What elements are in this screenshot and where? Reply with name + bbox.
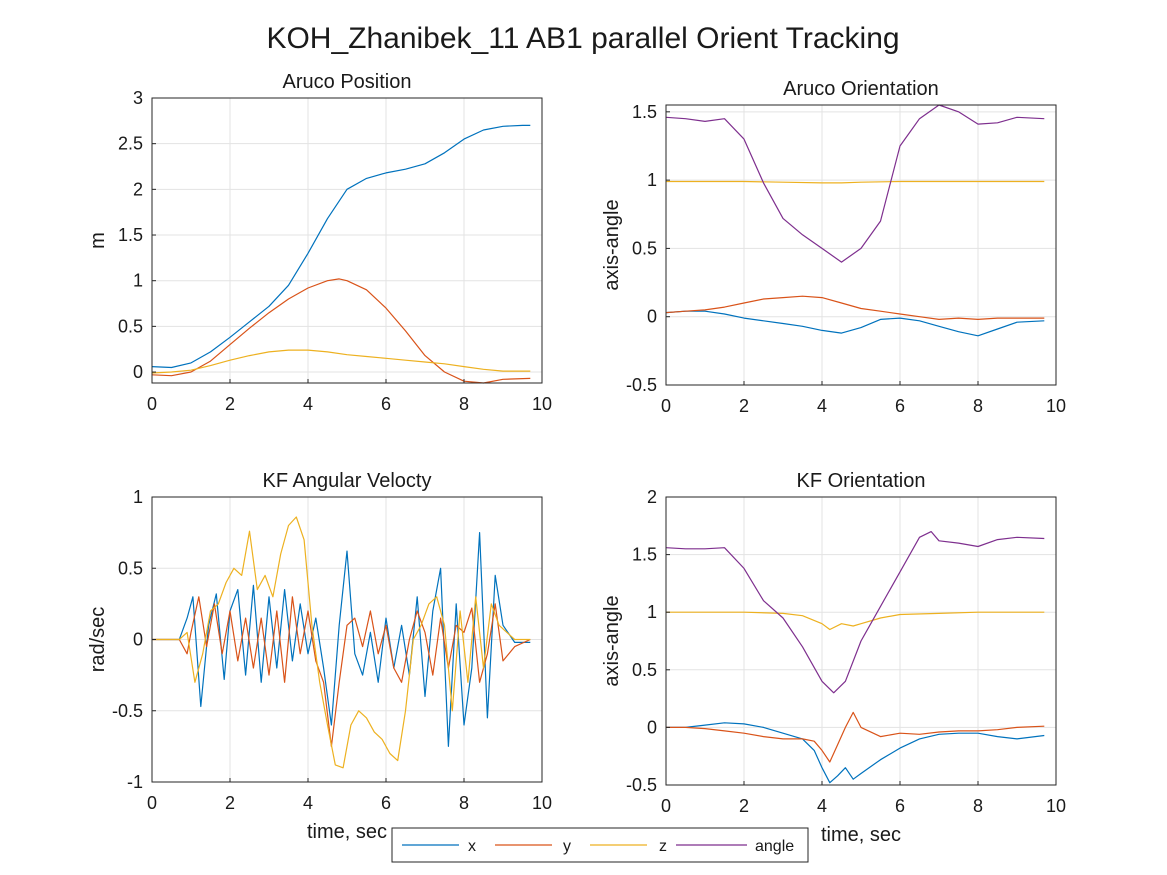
tick-label-x: 4: [817, 396, 827, 416]
tick-label-y: 1.5: [632, 545, 657, 565]
subplot-3: 0 2 4 6 8 10 -1 -0.5 0 0.5 1 KF Angular Velocty rad/…: [87, 470, 552, 843]
tick-label-x: 0: [147, 394, 157, 414]
tick-label-x: 0: [661, 796, 671, 816]
series-line-x: [665, 310, 1045, 337]
tick-label-x: 8: [459, 793, 469, 813]
series-line-z: [152, 516, 531, 769]
series-line-z: [666, 611, 1045, 631]
tick-label-x: 2: [225, 793, 235, 813]
subplot-title: KF Orientation: [797, 470, 926, 492]
tick-label-x: 10: [532, 793, 552, 813]
series-line-y: [152, 596, 531, 748]
tick-label-x: 8: [973, 396, 983, 416]
series-line-y: [665, 295, 1045, 320]
legend: x y z angle: [391, 827, 809, 863]
tick-label-y: 0.5: [632, 238, 657, 258]
series-line-angle: [665, 530, 1045, 694]
tick-label-x: 6: [895, 796, 905, 816]
tick-label-x: 4: [303, 394, 313, 414]
tick-label-y: 0: [133, 630, 143, 650]
series-line-y: [666, 711, 1045, 763]
tick-label-x: 6: [381, 793, 391, 813]
tick-label-y: 2: [133, 179, 143, 199]
tick-label-y: 0: [647, 717, 657, 737]
subplot-title: Aruco Orientation: [783, 78, 939, 100]
series-line-y: [151, 278, 531, 384]
tick-label-x: 2: [739, 396, 749, 416]
tick-label-y: 0: [647, 307, 657, 327]
tick-label-y: 2: [647, 487, 657, 507]
tick-label-x: 8: [973, 796, 983, 816]
y-axis-label: rad/sec: [87, 607, 109, 673]
series-line-x: [152, 531, 531, 748]
axes-box: [151, 97, 543, 384]
tick-label-y: 1: [647, 602, 657, 622]
series-line-z: [151, 349, 531, 374]
tick-label-y: 3: [133, 88, 143, 108]
tick-label-x: 4: [817, 796, 827, 816]
tick-label-x: 6: [895, 396, 905, 416]
subplot-title: KF Angular Velocty: [263, 470, 432, 492]
subplot-1: 0 2 4 6 8 10 0 0.5 1 1.5 2 2.5 3 Aruco Position m: [87, 71, 552, 414]
tick-label-x: 10: [1046, 796, 1066, 816]
plot-area: [666, 105, 1056, 385]
plot-area: [152, 98, 542, 383]
tick-label-y: 0: [133, 362, 143, 382]
legend-label-y: y: [563, 838, 571, 855]
tick-label-y: 2.5: [118, 134, 143, 154]
series-line-x: [151, 124, 531, 369]
tick-label-x: 0: [661, 396, 671, 416]
x-axis-label: time, sec: [307, 821, 387, 843]
tick-label-x: 4: [303, 793, 313, 813]
tick-label-y: -0.5: [112, 701, 143, 721]
tick-label-y: 0.5: [118, 316, 143, 336]
tick-label-y: -0.5: [626, 375, 657, 395]
y-axis-label: m: [87, 232, 109, 249]
series-line-angle: [665, 104, 1045, 263]
tick-label-x: 2: [225, 394, 235, 414]
tick-label-y: -1: [127, 772, 143, 792]
tick-label-y: 0.5: [632, 660, 657, 680]
tick-label-y: 1: [133, 271, 143, 291]
axes-box: [665, 104, 1057, 386]
series-line-x: [666, 722, 1045, 784]
tick-label-x: 10: [1046, 396, 1066, 416]
y-axis-label: axis-angle: [601, 199, 623, 290]
tick-label-x: 10: [532, 394, 552, 414]
tick-label-y: 0.5: [118, 558, 143, 578]
tick-label-y: -0.5: [626, 775, 657, 795]
tick-label-x: 6: [381, 394, 391, 414]
legend-label-x: x: [468, 838, 476, 855]
legend-label-z: z: [659, 838, 667, 855]
legend-label-angle: angle: [755, 838, 794, 855]
tick-label-y: 1.5: [118, 225, 143, 245]
figure-title: KOH_Zhanibek_11 AB1 parallel Orient Trac…: [266, 22, 899, 55]
tick-label-y: 1: [647, 170, 657, 190]
tick-label-y: 1: [133, 487, 143, 507]
x-axis-label: time, sec: [821, 824, 901, 846]
series-line-z: [666, 180, 1045, 184]
tick-label-x: 8: [459, 394, 469, 414]
tick-label-x: 2: [739, 796, 749, 816]
axes-box: [665, 496, 1057, 786]
tick-label-x: 0: [147, 793, 157, 813]
subplot-title: Aruco Position: [283, 71, 412, 93]
y-axis-label: axis-angle: [601, 595, 623, 686]
tick-label-y: 1.5: [632, 102, 657, 122]
